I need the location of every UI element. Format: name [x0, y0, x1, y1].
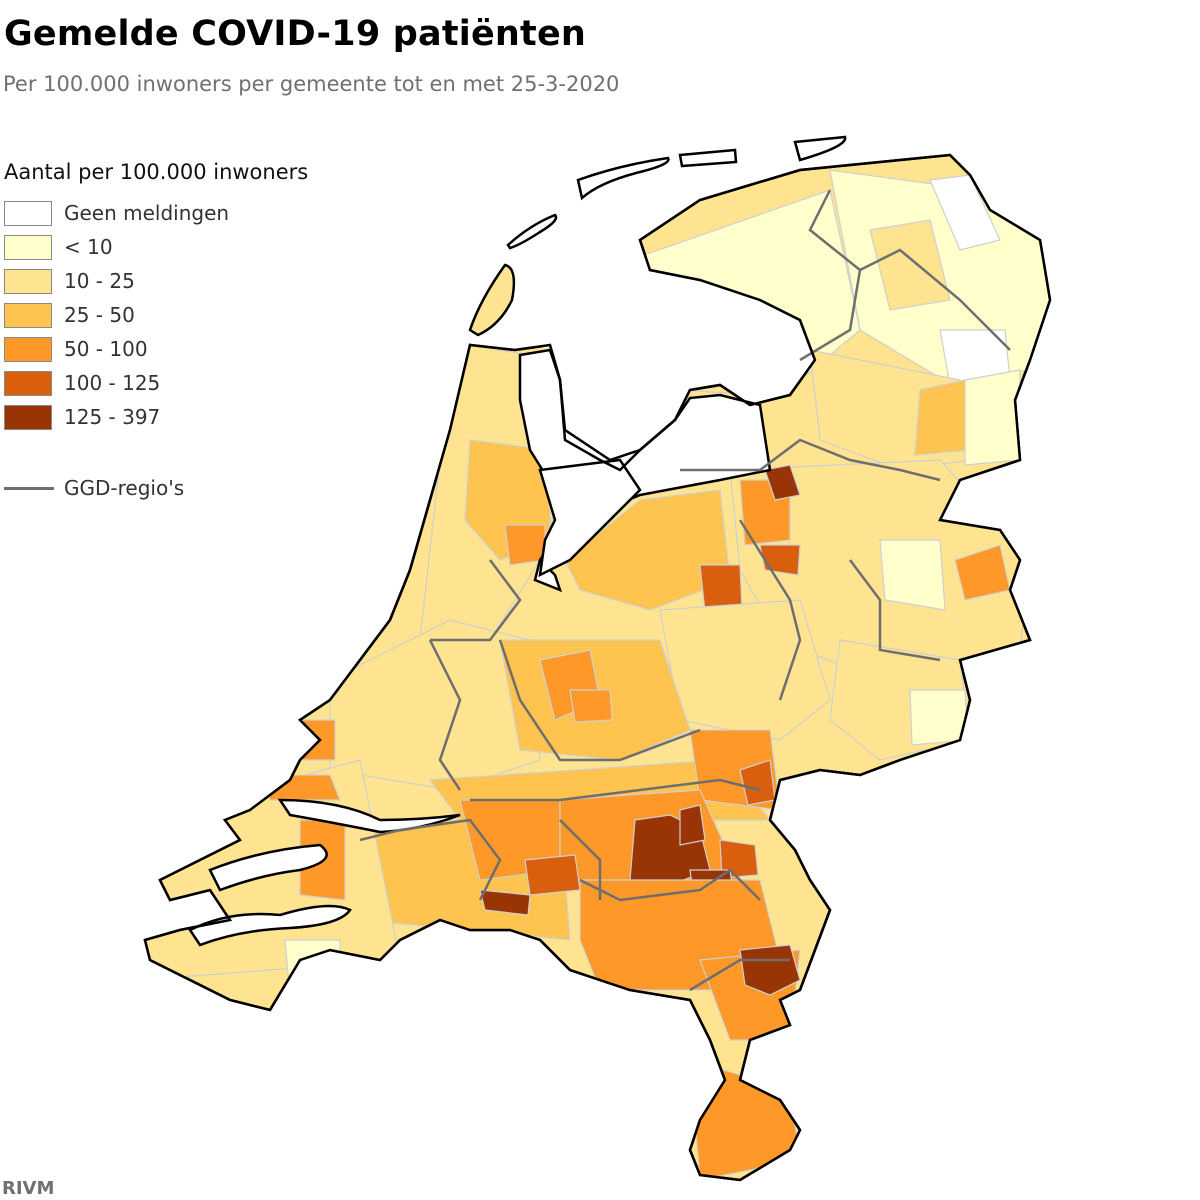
- ggd-boundary: [579, 868, 761, 902]
- ggd-boundary: [559, 819, 602, 900]
- island-vlieland: [506, 213, 558, 250]
- legend-item-none: Geen meldingen: [4, 196, 308, 230]
- island-ameland: [678, 148, 738, 168]
- legend-label: < 10: [64, 235, 113, 259]
- region-amersfoort: [569, 689, 613, 723]
- region-tilburg: [524, 854, 581, 896]
- legend-title: Aantal per 100.000 inwoners: [4, 160, 309, 184]
- region-drenthe-south: [964, 369, 1021, 466]
- coastline: [143, 153, 1052, 1182]
- region-baarle: [479, 889, 531, 916]
- ggd-boundary: [680, 438, 941, 482]
- ggd-boundary: [428, 639, 462, 791]
- ggd-boundary: [498, 639, 701, 762]
- water-haringvliet: [277, 798, 461, 834]
- water-westerschelde: [188, 904, 352, 947]
- region-oss: [719, 839, 759, 879]
- ggd-boundary: [359, 818, 502, 901]
- legend-item-10-25: 10 - 25: [4, 264, 308, 298]
- legend-item-50-100: 50 - 100: [4, 332, 308, 366]
- legend-swatch: [4, 370, 52, 396]
- ggd-boundary: [859, 248, 1011, 351]
- region-overijssel-white: [879, 539, 946, 611]
- ggd-boundary: [849, 559, 941, 662]
- ggd-boundary: [430, 559, 522, 642]
- region-drenthe-east: [914, 379, 971, 456]
- source-label: RIVM: [2, 1178, 55, 1199]
- region-venlo-hot: [739, 944, 801, 996]
- water-oosterschelde: [208, 843, 328, 892]
- legend-swatch: [4, 234, 52, 260]
- region-groningen-east: [869, 219, 951, 311]
- legend-swatch: [4, 336, 52, 362]
- map-title: Gemelde COVID-19 patiënten: [4, 14, 587, 54]
- legend-swatch: [4, 404, 52, 430]
- legend-swatch: [4, 200, 52, 226]
- legend-label: 25 - 50: [64, 303, 135, 327]
- ggd-boundary: [689, 958, 790, 992]
- region-achterhoek-east: [909, 689, 969, 746]
- region-zeeland-vlaanderen: [284, 939, 341, 996]
- region-uden-hot: [679, 804, 706, 846]
- region-zwolle-hot: [764, 464, 801, 501]
- ggd-boundaries: [359, 189, 1011, 992]
- legend-label: 125 - 397: [64, 405, 161, 429]
- map-subtitle: Per 100.000 inwoners per gemeente tot en…: [3, 72, 620, 96]
- ggd-line-icon: [4, 486, 54, 490]
- legend-label: 10 - 25: [64, 269, 135, 293]
- legend-label: 100 - 125: [64, 371, 161, 395]
- ggd-boundary: [470, 778, 761, 802]
- island-terschelling: [576, 156, 670, 201]
- region-goeree: [264, 774, 341, 801]
- region-groningen-north: [929, 174, 1001, 251]
- legend-item-ggd: GGD-regio's: [4, 476, 308, 500]
- legend-swatch: [4, 302, 52, 328]
- region-limburg-zuid: [689, 1059, 801, 1180]
- legend: Aantal per 100.000 inwoners Geen melding…: [4, 160, 308, 500]
- legend-item-lt10: < 10: [4, 230, 308, 264]
- legend-label: GGD-regio's: [64, 476, 185, 500]
- water-wadden: [490, 260, 640, 350]
- region-amsterdam: [504, 524, 546, 566]
- legend-item-100-125: 100 - 125: [4, 366, 308, 400]
- island-texel: [468, 263, 516, 337]
- legend-label: Geen meldingen: [64, 201, 230, 225]
- ggd-boundary: [738, 519, 802, 701]
- legend-swatch: [4, 268, 52, 294]
- legend-item-125-397: 125 - 397: [4, 400, 308, 434]
- legend-item-25-50: 25 - 50: [4, 298, 308, 332]
- legend-label: 50 - 100: [64, 337, 148, 361]
- island-schiermonnikoog: [793, 135, 847, 162]
